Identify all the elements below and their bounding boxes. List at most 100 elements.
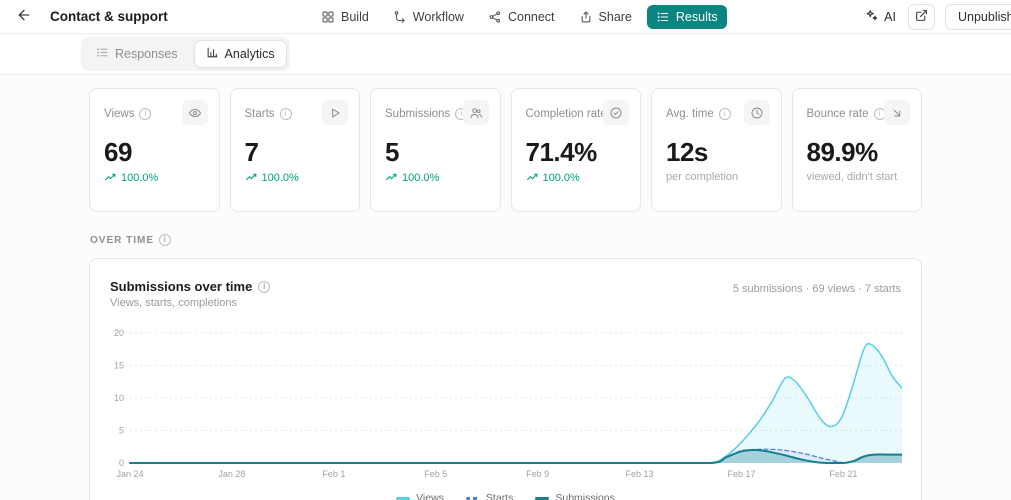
svg-text:Feb 1: Feb 1 xyxy=(322,469,345,479)
legend-swatch xyxy=(396,496,411,500)
nav-build[interactable]: Build xyxy=(312,5,378,29)
over-time-label: OVER TIME xyxy=(90,234,155,246)
external-link-icon xyxy=(915,9,928,25)
stat-label-text: Submissions xyxy=(385,108,451,120)
stat-trend-value: 100.0% xyxy=(121,171,159,184)
trending-up-icon xyxy=(245,171,258,184)
stat-trend: 100.0% xyxy=(104,171,205,184)
top-bar-left: Contact & support xyxy=(12,3,312,30)
page-title: Contact & support xyxy=(50,9,168,24)
stat-note: viewed, didn't start xyxy=(806,171,898,183)
view-switcher-row: Responses Analytics xyxy=(0,34,1011,75)
chart-title: Submissions over time xyxy=(110,279,253,294)
nav-label: Workflow xyxy=(412,9,464,24)
submissions-over-time-card: Submissions over time i Views, starts, c… xyxy=(89,258,922,500)
top-bar: Contact & support Build Workflow Connect Sh… xyxy=(0,0,1011,34)
stat-label-text: Views xyxy=(104,108,135,120)
tab-analytics[interactable]: Analytics xyxy=(193,40,287,68)
stat-card-avg-time: Avg. time i 12s per completion xyxy=(651,88,782,212)
svg-text:5: 5 xyxy=(119,426,124,436)
users-icon xyxy=(462,100,489,125)
top-bar-actions: AI Unpublish xyxy=(727,3,1011,30)
svg-text:Jan 24: Jan 24 xyxy=(116,469,143,479)
stat-value: 89.9% xyxy=(806,137,879,167)
stat-card-completion-rate: Completion ratei71.4%100.0% xyxy=(510,88,641,212)
svg-text:Feb 17: Feb 17 xyxy=(727,469,755,479)
blocks-icon xyxy=(321,10,335,24)
over-time-section-label: OVER TIME i xyxy=(90,234,921,246)
stat-trend: 100.0% xyxy=(245,171,346,184)
nav-label: Build xyxy=(341,9,369,24)
svg-text:15: 15 xyxy=(114,361,124,371)
svg-text:Jan 28: Jan 28 xyxy=(218,469,245,479)
stat-label-text: Completion rate xyxy=(525,108,607,120)
bar-chart-icon xyxy=(206,46,219,62)
stat-label-text: Avg. time xyxy=(666,108,714,120)
tab-analytics-label: Analytics xyxy=(224,47,275,61)
stat-trend-value: 100.0% xyxy=(261,171,299,184)
svg-text:20: 20 xyxy=(114,328,124,338)
legend-label: Submissions xyxy=(555,492,615,500)
nav-workflow[interactable]: Workflow xyxy=(384,5,473,29)
arrow-down-right-icon xyxy=(884,100,910,125)
stat-label: Starts i xyxy=(245,108,346,120)
info-icon[interactable]: i xyxy=(139,108,152,120)
legend-swatch xyxy=(465,496,480,500)
chart-header: Submissions over time i Views, starts, c… xyxy=(110,279,901,309)
trending-up-icon xyxy=(526,171,539,184)
stat-trend-value: 100.0% xyxy=(402,171,440,184)
nav-connect[interactable]: Connect xyxy=(479,5,564,29)
chart-subtitle: Views, starts, completions xyxy=(110,297,237,309)
play-icon xyxy=(322,100,348,125)
analytics-content: Views i 69 100.0% Starts i 7 100.0% Submissions i… xyxy=(0,75,1011,500)
stat-label: Avg. time i xyxy=(666,108,767,120)
stat-label-text: Bounce rate xyxy=(806,108,869,120)
legend-item-views[interactable]: Views xyxy=(396,492,444,500)
eye-icon xyxy=(181,100,208,125)
back-arrow-icon xyxy=(16,7,32,26)
nav-label: Results xyxy=(675,9,718,24)
svg-text:Feb 9: Feb 9 xyxy=(526,469,549,479)
back-button[interactable] xyxy=(12,3,36,30)
nav-results[interactable]: Results xyxy=(646,4,727,29)
open-preview-button[interactable] xyxy=(907,3,935,30)
ai-label: AI xyxy=(884,9,896,24)
chart-title-row: Submissions over time i xyxy=(110,279,271,294)
stat-card-starts: Starts i 7 100.0% xyxy=(229,88,360,212)
stats-row: Views i 69 100.0% Starts i 7 100.0% Submissions i… xyxy=(89,88,922,212)
stat-trend: 100.0% xyxy=(526,171,627,184)
info-icon[interactable]: i xyxy=(718,108,731,120)
unpublish-button[interactable]: Unpublish xyxy=(944,3,1011,30)
svg-text:Feb 21: Feb 21 xyxy=(829,469,857,479)
stat-value: 12s xyxy=(666,137,708,167)
connect-icon xyxy=(488,10,502,24)
stat-label-text: Starts xyxy=(244,108,275,120)
legend-item-submissions[interactable]: Submissions xyxy=(535,492,615,500)
svg-text:Feb 5: Feb 5 xyxy=(424,469,447,479)
svg-text:0: 0 xyxy=(119,458,124,468)
info-icon[interactable]: i xyxy=(279,108,292,120)
check-circle-icon xyxy=(603,100,629,125)
clock-icon xyxy=(743,100,770,125)
nav-label: Share xyxy=(598,9,632,24)
share-icon xyxy=(579,10,593,24)
top-nav: Build Workflow Connect Share Results xyxy=(312,4,727,29)
stat-card-views: Views i 69 100.0% xyxy=(89,88,220,212)
tab-responses[interactable]: Responses xyxy=(84,40,190,68)
info-icon[interactable]: i xyxy=(258,280,271,293)
chart-summary: 5 submissions · 69 views · 7 starts xyxy=(732,283,901,295)
stat-note: per completion xyxy=(666,171,739,183)
legend-label: Starts xyxy=(485,492,514,500)
stat-value: 7 xyxy=(244,137,259,167)
legend-swatch xyxy=(535,496,550,500)
list-icon xyxy=(656,10,670,24)
stat-value: 5 xyxy=(385,137,399,167)
legend-item-starts[interactable]: Starts xyxy=(465,492,514,500)
info-icon[interactable]: i xyxy=(159,234,172,246)
legend-label: Views xyxy=(416,492,444,500)
stat-trend-value: 100.0% xyxy=(542,171,580,184)
nav-share[interactable]: Share xyxy=(570,5,641,29)
sparkles-icon xyxy=(864,8,879,26)
ai-button[interactable]: AI xyxy=(862,4,898,30)
trending-up-icon xyxy=(104,171,117,184)
